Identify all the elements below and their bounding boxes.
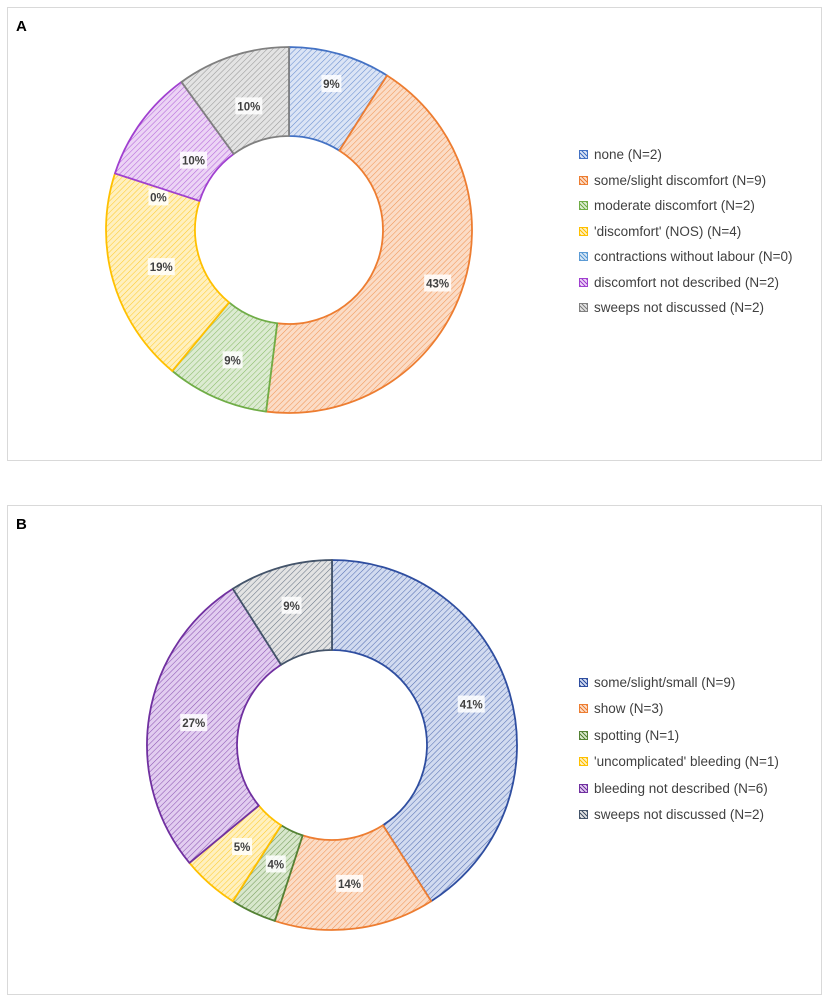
donut-chart-a: 9% 43% 9% 19% 0% 10% 10% xyxy=(105,46,473,414)
data-label: 9% xyxy=(283,601,300,613)
data-label-bg xyxy=(180,714,208,732)
legend-label: discomfort not described (N=2) xyxy=(594,274,779,290)
panel-label-b: B xyxy=(16,516,27,533)
legend-item: sweeps not discussed (N=2) xyxy=(579,802,779,829)
legend-label: show (N=3) xyxy=(594,701,664,717)
legend-swatch xyxy=(579,303,588,313)
donut-slice xyxy=(265,74,473,414)
legend-item: discomfort not described (N=2) xyxy=(579,270,792,296)
legend-label: spotting (N=1) xyxy=(594,727,680,743)
legend-label: 'uncomplicated' bleeding (N=1) xyxy=(594,754,779,770)
data-label-bg xyxy=(148,188,169,206)
legend-a: none (N=2) some/slight discomfort (N=9) mo… xyxy=(579,142,792,321)
legend-label: sweeps not discussed (N=2) xyxy=(594,807,764,823)
data-label-bg xyxy=(265,855,286,873)
data-label: 4% xyxy=(267,859,284,871)
legend-item: contractions without labour (N=0) xyxy=(579,244,792,270)
legend-label: sweeps not discussed (N=2) xyxy=(594,300,764,316)
data-label: 14% xyxy=(338,879,361,891)
legend-label: contractions without labour (N=0) xyxy=(594,249,793,265)
legend-swatch xyxy=(579,704,588,714)
data-label-bg xyxy=(222,351,243,369)
legend-label: 'discomfort' (NOS) (N=4) xyxy=(594,223,742,239)
legend-label: none (N=2) xyxy=(594,147,662,163)
legend-label: bleeding not described (N=6) xyxy=(594,780,768,796)
legend-item: sweeps not discussed (N=2) xyxy=(579,295,792,321)
legend-item: some/slight discomfort (N=9) xyxy=(579,168,792,194)
legend-swatch xyxy=(579,150,588,160)
data-label-bg xyxy=(424,274,452,292)
legend-label: moderate discomfort (N=2) xyxy=(594,198,755,214)
legend-swatch xyxy=(579,730,588,740)
legend-swatch xyxy=(579,175,588,185)
data-label-bg xyxy=(180,151,208,169)
legend-swatch xyxy=(579,252,588,262)
legend-item: bleeding not described (N=6) xyxy=(579,775,779,802)
chart-panel-b: B 41% 14% 4% 5% 27% 9% some/slight/small (N=9… xyxy=(7,505,822,995)
legend-swatch xyxy=(579,277,588,287)
chart-panel-a: A 9% 43% 9% 19% 0% 10% 10% none (N=2) some/slig… xyxy=(7,7,822,461)
legend-swatch xyxy=(579,810,588,820)
data-label: 19% xyxy=(150,262,173,274)
donut-slice xyxy=(180,46,290,155)
legend-b: some/slight/small (N=9) show (N=3) spottin… xyxy=(579,669,779,828)
legend-item: show (N=3) xyxy=(579,696,779,723)
legend-item: 'discomfort' (NOS) (N=4) xyxy=(579,219,792,245)
legend-swatch xyxy=(579,783,588,793)
legend-item: spotting (N=1) xyxy=(579,722,779,749)
data-label: 10% xyxy=(182,156,205,168)
data-label: 5% xyxy=(234,842,251,854)
data-label-bg xyxy=(336,874,364,892)
legend-label: some/slight discomfort (N=9) xyxy=(594,172,767,188)
donut-slice xyxy=(331,559,518,903)
data-label-bg xyxy=(281,596,302,614)
data-label-bg xyxy=(235,97,263,115)
legend-item: moderate discomfort (N=2) xyxy=(579,193,792,219)
data-label: 41% xyxy=(460,700,483,712)
legend-label: some/slight/small (N=9) xyxy=(594,674,736,690)
donut-chart-b: 41% 14% 4% 5% 27% 9% xyxy=(146,559,518,931)
legend-swatch xyxy=(579,201,588,211)
data-label-bg xyxy=(457,695,485,713)
data-label: 10% xyxy=(237,101,260,113)
legend-item: none (N=2) xyxy=(579,142,792,168)
data-label: 27% xyxy=(182,718,205,730)
legend-item: some/slight/small (N=9) xyxy=(579,669,779,696)
data-label-bg xyxy=(147,258,175,276)
data-label: 0% xyxy=(150,192,167,204)
data-label: 9% xyxy=(323,79,340,91)
data-label: 43% xyxy=(426,279,449,291)
data-label-bg xyxy=(321,75,342,93)
legend-swatch xyxy=(579,226,588,236)
panel-label-a: A xyxy=(16,18,27,35)
donut-slice xyxy=(146,587,282,864)
legend-swatch xyxy=(579,677,588,687)
data-label: 9% xyxy=(224,355,241,367)
data-label-bg xyxy=(232,838,253,856)
legend-swatch xyxy=(579,757,588,767)
legend-item: 'uncomplicated' bleeding (N=1) xyxy=(579,749,779,776)
